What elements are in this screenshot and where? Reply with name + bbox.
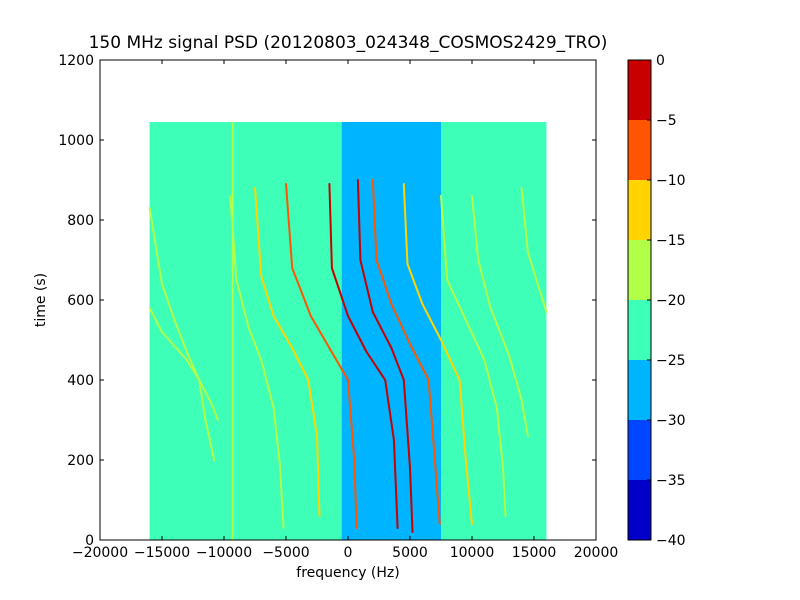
colorbar-band — [628, 300, 651, 360]
y-tick-label: 0 — [85, 533, 94, 549]
chart-title: 150 MHz signal PSD (20120803_024348_COSM… — [89, 33, 608, 53]
colorbar-tick-label: −25 — [656, 353, 686, 369]
axes: −20000 −15000 −10000 −5000 0 5000 10000 15000 20… — [58, 53, 618, 561]
y-tick-label: 800 — [67, 213, 94, 229]
doppler-trace — [440, 195, 507, 517]
y-tick-label: 200 — [67, 453, 94, 469]
colorbar-tick-label: −30 — [656, 413, 686, 429]
colorbar-tick-label: −35 — [656, 473, 686, 489]
colorbar-band — [628, 480, 651, 540]
x-tick-label: −15000 — [134, 545, 190, 561]
x-tick-label: 20000 — [574, 545, 619, 561]
colorbar-tick-label: 0 — [656, 53, 665, 69]
colorbar-band — [628, 60, 651, 120]
colorbar-band — [628, 420, 651, 480]
x-tick-label: 0 — [344, 545, 353, 561]
colorbar-band — [628, 120, 651, 180]
doppler-trace — [402, 183, 473, 525]
colorbar-band — [628, 360, 651, 420]
doppler-trace — [371, 179, 441, 525]
x-tick-label: 10000 — [450, 545, 495, 561]
doppler-trace — [471, 195, 529, 437]
colorbar-tick-label: −5 — [656, 113, 677, 129]
x-tick-label: 15000 — [512, 545, 557, 561]
x-tick-label: −5000 — [262, 545, 309, 561]
colorbar-tick-label: −40 — [656, 533, 686, 549]
doppler-trace — [148, 307, 216, 461]
colorbar-band — [628, 240, 651, 300]
doppler-trace — [229, 195, 285, 529]
doppler-trace — [356, 179, 414, 533]
y-tick-label: 1200 — [58, 53, 94, 69]
colorbar-tick-label: −15 — [656, 233, 686, 249]
x-axis-label: frequency (Hz) — [296, 565, 399, 581]
doppler-trace — [285, 183, 358, 529]
colorbar-tick-label: −10 — [656, 173, 686, 189]
y-tick-label: 600 — [67, 293, 94, 309]
colorbar-band — [628, 180, 651, 240]
plot-area — [100, 60, 596, 540]
doppler-trace — [520, 187, 548, 313]
colorbar-tick-label: −20 — [656, 293, 686, 309]
doppler-trace — [328, 183, 399, 529]
x-tick-label: 5000 — [392, 545, 428, 561]
y-tick-label: 400 — [67, 373, 94, 389]
y-tick-label: 1000 — [58, 133, 94, 149]
x-tick-label: −10000 — [196, 545, 252, 561]
colorbar: 0 −5 −10 −15 −20 −25 −30 −35 −40 — [627, 53, 686, 549]
x-tick-label: −20000 — [72, 545, 128, 561]
doppler-trace — [254, 187, 321, 517]
doppler-trace — [148, 207, 219, 421]
y-axis-label: time (s) — [33, 273, 49, 327]
